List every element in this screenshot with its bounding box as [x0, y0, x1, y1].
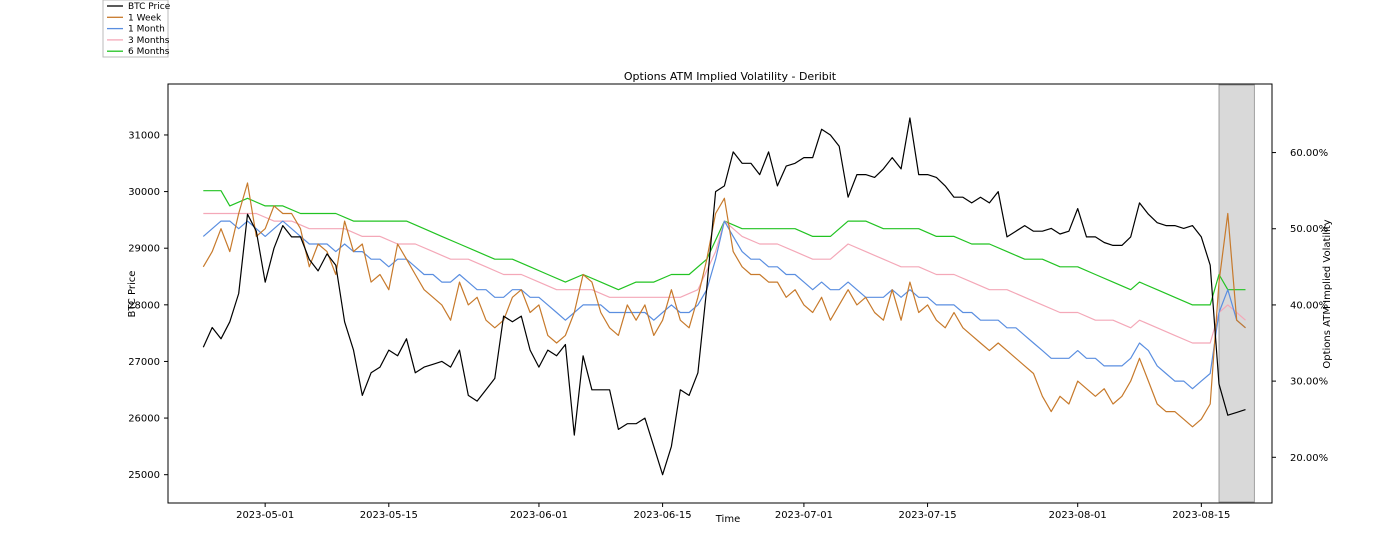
x-tick-label: 2023-06-01 — [510, 510, 568, 521]
series-line-1-month — [202, 220, 1246, 390]
plot-frame — [167, 83, 1273, 504]
series-line-btc-price — [202, 117, 1246, 476]
y-axis-label-left: BTC Price — [127, 271, 138, 318]
highlight-span — [1218, 84, 1255, 503]
x-tick-label: 2023-07-15 — [898, 510, 956, 521]
legend-entry-label: 6 Months — [128, 47, 170, 57]
x-tick-label: 2023-08-15 — [1172, 510, 1230, 521]
legend-entry-label: 1 Month — [128, 25, 165, 35]
chart-title: Options ATM Implied Volatility - Deribit — [624, 70, 837, 83]
left-tick-label: 31000 — [128, 130, 160, 141]
series-line-6-months — [203, 190, 1246, 306]
right-tick-label: 60.00% — [1290, 148, 1328, 159]
x-tick-label: 2023-08-01 — [1049, 510, 1107, 521]
left-tick-label: 30000 — [128, 187, 160, 198]
series-line-3-months — [203, 212, 1246, 344]
left-tick-label: 25000 — [128, 470, 160, 481]
highlight-span-layer — [1218, 84, 1255, 503]
y-axis-label-right: Options ATM Implied Volatility — [1322, 219, 1333, 368]
left-tick-label: 27000 — [128, 357, 160, 368]
series-layer — [202, 117, 1246, 476]
x-tick-label: 2023-05-15 — [360, 510, 418, 521]
series-line-1-week — [202, 182, 1246, 428]
left-tick-label: 28000 — [128, 300, 160, 311]
x-axis-label: Time — [715, 514, 740, 525]
right-tick-label: 20.00% — [1290, 453, 1328, 464]
legend-entry-label: 1 Week — [128, 13, 162, 23]
left-tick-label: 26000 — [128, 414, 160, 425]
x-tick-label: 2023-05-01 — [236, 510, 294, 521]
left-tick-label: 29000 — [128, 244, 160, 255]
x-tick-label: 2023-06-15 — [634, 510, 692, 521]
axis-layer: 2023-05-01 2023-05-15 2023-06-01 2023-06-15… — [128, 130, 1328, 521]
right-tick-label: 50.00% — [1290, 224, 1328, 235]
legend-entry-label: BTC Price — [128, 2, 171, 12]
right-tick-label: 30.00% — [1290, 377, 1328, 388]
x-tick-label: 2023-07-01 — [775, 510, 833, 521]
legend-entry-label: 3 Months — [128, 36, 170, 46]
right-tick-label: 40.00% — [1290, 300, 1328, 311]
